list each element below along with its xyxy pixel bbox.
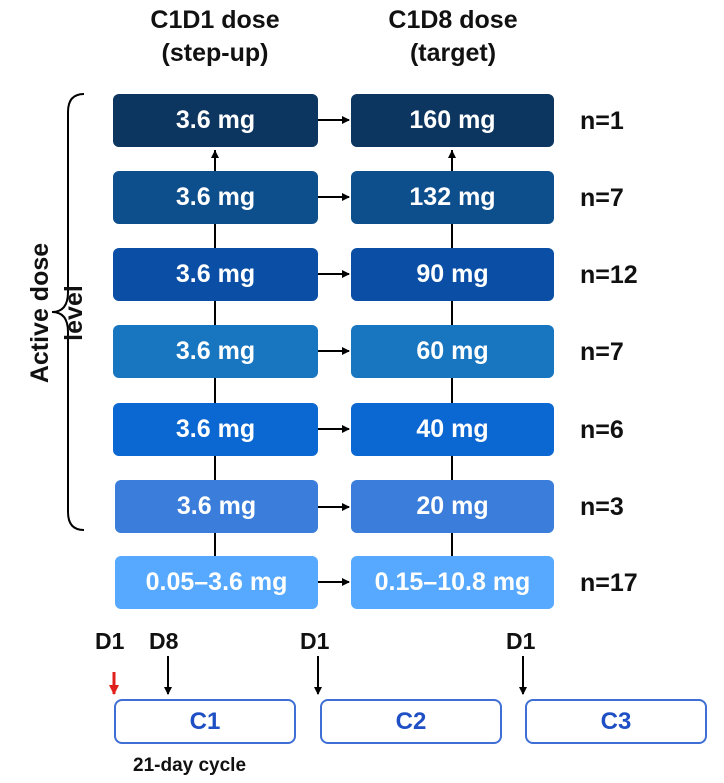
- target-dose-box: 160 mg: [351, 94, 554, 147]
- c1d1-header-line2: (step-up): [161, 39, 269, 67]
- day-label-d1: D1: [95, 628, 125, 654]
- n-count: n=6: [580, 416, 624, 444]
- cycle-box: C2: [320, 699, 502, 744]
- target-dose-box: 0.15–10.8 mg: [351, 556, 554, 609]
- c1d1-header-line1: C1D1 dose: [150, 6, 280, 34]
- target-dose-box: 60 mg: [351, 325, 554, 378]
- n-count: n=17: [580, 569, 638, 597]
- active-dose-level-label: Active dose level: [26, 242, 88, 384]
- day-label-d1: D1: [506, 628, 536, 654]
- step-up-dose-box: 3.6 mg: [113, 403, 318, 456]
- target-dose-box: 132 mg: [351, 171, 554, 224]
- c1d8-header-line1: C1D8 dose: [388, 6, 518, 34]
- day-label-d1: D1: [300, 628, 330, 654]
- n-count: n=7: [580, 184, 624, 212]
- left-brace: [51, 93, 85, 531]
- step-up-dose-box: 3.6 mg: [115, 480, 318, 533]
- n-count: n=12: [580, 261, 638, 289]
- step-up-dose-box: 3.6 mg: [113, 171, 318, 224]
- cycle-box: C3: [525, 699, 707, 744]
- target-dose-box: 20 mg: [351, 480, 554, 533]
- cycle-box: C1: [114, 699, 296, 744]
- n-count: n=1: [580, 107, 624, 135]
- step-up-dose-box: 3.6 mg: [113, 94, 318, 147]
- target-dose-box: 40 mg: [351, 403, 554, 456]
- step-up-dose-box: 0.05–3.6 mg: [115, 556, 318, 609]
- n-count: n=7: [580, 338, 624, 366]
- n-count: n=3: [580, 493, 624, 521]
- c1d1-header: C1D1 dose (step-up): [118, 4, 312, 70]
- c1d8-header: C1D8 dose (target): [352, 4, 554, 70]
- step-up-dose-box: 3.6 mg: [113, 248, 318, 301]
- c1d8-header-line2: (target): [409, 39, 497, 67]
- cycle-duration-note: 21-day cycle: [133, 755, 247, 776]
- step-up-dose-box: 3.6 mg: [113, 325, 318, 378]
- day-label-d8: D8: [149, 628, 179, 654]
- target-dose-box: 90 mg: [351, 248, 554, 301]
- row-arrows: [318, 116, 350, 586]
